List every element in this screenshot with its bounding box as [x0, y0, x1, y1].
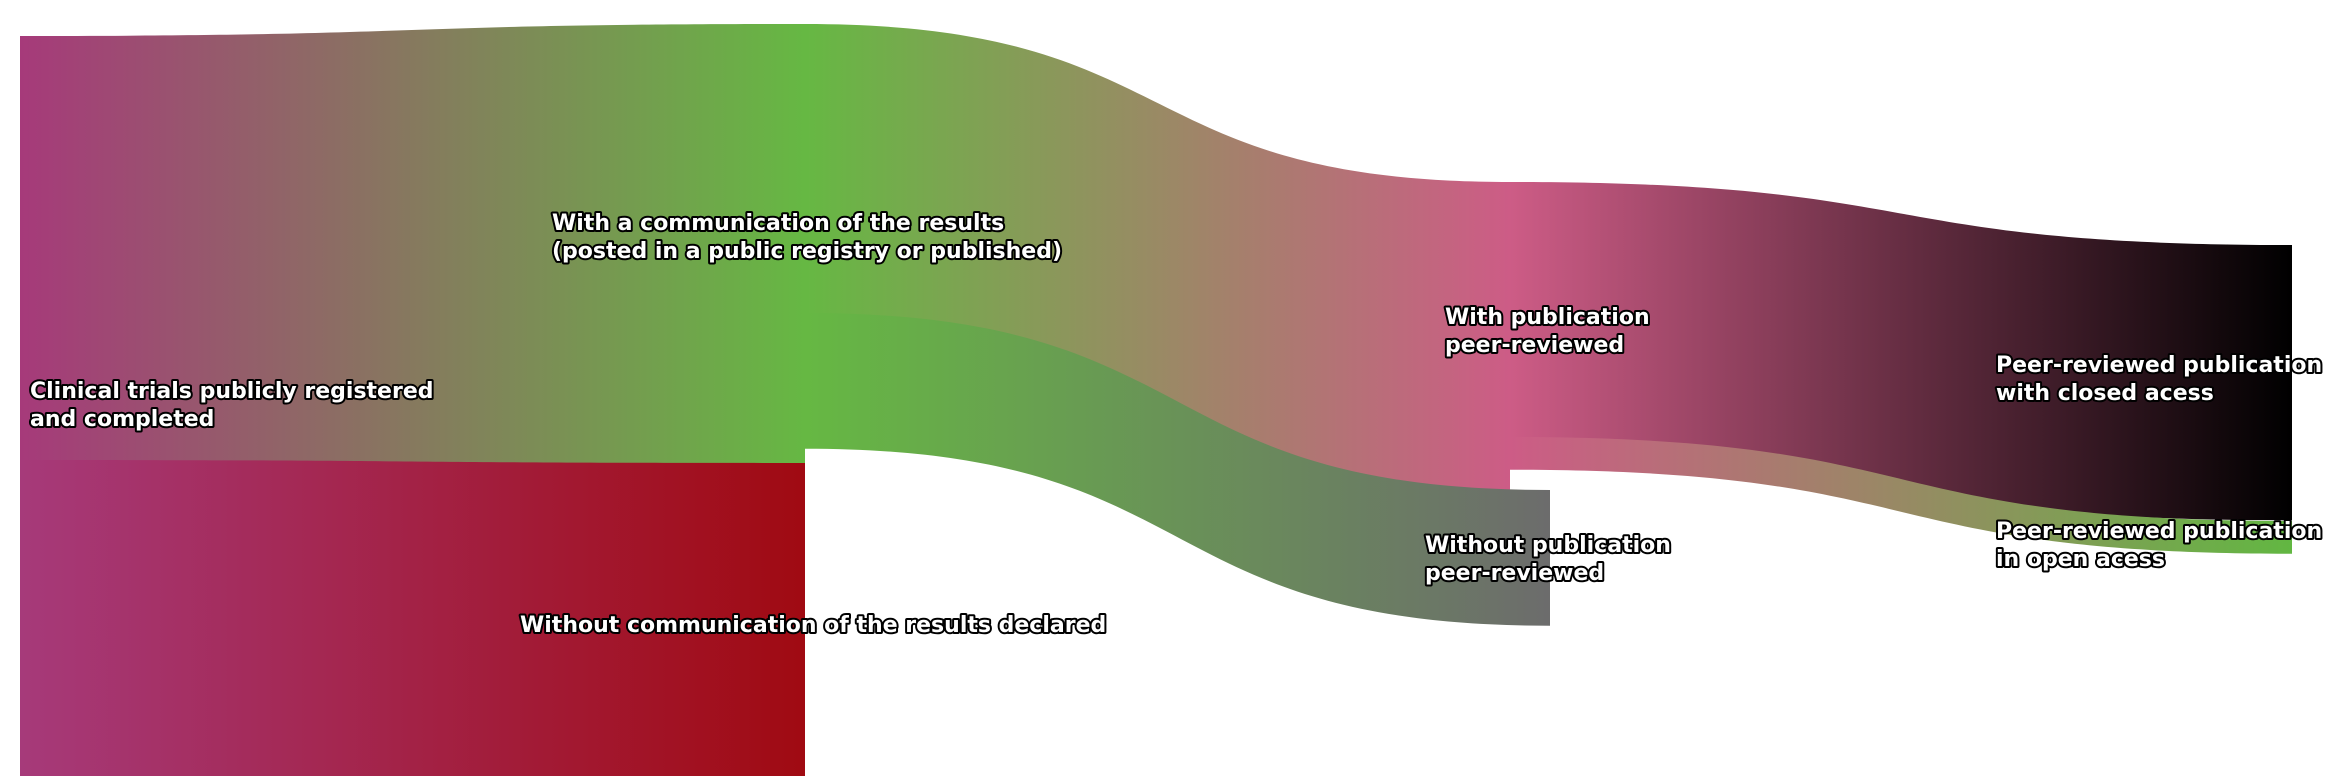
- node-label-line: peer-reviewed: [1445, 333, 1624, 358]
- node-label-published: With publication peer-reviewed: [1445, 305, 1650, 358]
- node-label-line: with closed acess: [1996, 381, 2214, 406]
- link-published-to-closed: [1510, 182, 2292, 521]
- node-label-line: Peer-reviewed publication: [1996, 519, 2322, 544]
- link-communicated-to-not-published: [805, 313, 1550, 626]
- node-label-line: in open acess: [1996, 547, 2165, 572]
- node-label-closed: Peer-reviewed publication with closed ace…: [1996, 353, 2322, 406]
- node-label-line: Peer-reviewed publication: [1996, 353, 2322, 378]
- labels-layer: Clinical trials publicly registered and c…: [28, 209, 2324, 640]
- node-label-line: peer-reviewed: [1425, 561, 1604, 586]
- node-label-line: Without communication of the results dec…: [520, 613, 1106, 638]
- node-label-line: With a communication of the results: [552, 211, 1004, 236]
- link-trials-to-communicated: [20, 24, 805, 480]
- node-label-open: Peer-reviewed publication in open acess: [1996, 519, 2322, 572]
- node-label-not-published: Without publication peer-reviewed: [1425, 533, 1671, 586]
- node-label-line: Without publication: [1425, 533, 1671, 558]
- links-layer: [20, 24, 2292, 776]
- link-communicated-to-published: [805, 24, 1510, 491]
- node-label-trials: Clinical trials publicly registered and c…: [30, 379, 434, 432]
- node-label-line: With publication: [1445, 305, 1650, 330]
- link-trials-to-no-communication: [20, 460, 805, 776]
- node-label-no-communication: Without communication of the results dec…: [520, 613, 1106, 638]
- node-label-line: and completed: [30, 407, 214, 432]
- node-label-line: (posted in a public registry or publishe…: [552, 239, 1062, 264]
- node-label-line: Clinical trials publicly registered: [30, 379, 434, 404]
- node-label-communicated: With a communication of the results (post…: [552, 211, 1062, 264]
- link-published-to-open: [1510, 437, 2292, 554]
